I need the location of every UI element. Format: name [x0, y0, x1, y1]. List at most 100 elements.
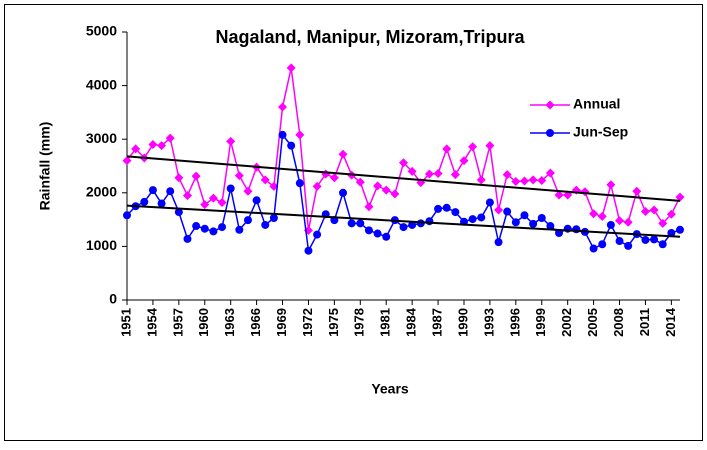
data-point [364, 202, 374, 212]
data-point [286, 63, 296, 73]
data-point [287, 141, 296, 150]
data-point [589, 209, 599, 219]
data-point [338, 149, 348, 159]
x-tick-label: 1993 [481, 308, 496, 337]
data-point [226, 136, 236, 146]
data-point [424, 169, 434, 179]
x-tick-label: 2005 [585, 308, 600, 337]
data-point [234, 171, 244, 181]
y-axis-label: Rainfall (mm) [37, 122, 53, 211]
data-point [476, 175, 486, 185]
x-tick-label: 1981 [378, 308, 393, 337]
data-point [519, 176, 529, 186]
data-point [157, 141, 167, 151]
data-point [459, 156, 469, 166]
data-point [632, 186, 642, 196]
x-tick-label: 2008 [611, 308, 626, 337]
data-point [209, 227, 218, 236]
data-point [477, 213, 486, 222]
data-point [537, 175, 547, 185]
data-point [261, 220, 270, 229]
legend-marker [546, 129, 554, 137]
data-point [554, 190, 564, 200]
x-tick-label: 1963 [222, 308, 237, 337]
data-point [485, 198, 494, 207]
data-point [182, 190, 192, 200]
data-point [658, 218, 668, 228]
data-point [485, 141, 495, 151]
data-point [373, 229, 382, 238]
data-point [304, 246, 313, 255]
legend-marker [545, 100, 555, 110]
data-point [312, 181, 322, 191]
data-point [123, 211, 131, 220]
x-tick-label: 1999 [533, 308, 548, 337]
x-tick-label: 2011 [637, 308, 652, 336]
data-point [148, 140, 158, 150]
data-point [131, 144, 141, 154]
data-point [433, 169, 443, 179]
data-point [295, 179, 304, 188]
data-point [503, 207, 512, 216]
x-tick-label: 1957 [170, 308, 185, 337]
data-point [278, 102, 288, 112]
x-tick-label: 1951 [118, 308, 133, 337]
x-tick-label: 2014 [663, 307, 678, 337]
y-tick-label: 3000 [86, 130, 117, 146]
data-point [364, 226, 373, 235]
y-tick-label: 2000 [86, 184, 117, 200]
data-point [511, 218, 520, 227]
chart-title: Nagaland, Manipur, Mizoram,Tripura [215, 27, 525, 47]
data-point [606, 220, 615, 229]
data-point [252, 196, 261, 205]
data-point [174, 208, 183, 217]
data-point [217, 197, 227, 207]
y-tick-label: 0 [109, 291, 117, 307]
data-point [598, 240, 607, 249]
x-tick-label: 1990 [455, 308, 470, 337]
data-point [615, 237, 624, 246]
data-point [676, 225, 684, 234]
x-tick-label: 1975 [326, 308, 341, 337]
data-point [597, 211, 607, 221]
data-point [623, 217, 633, 227]
data-point [589, 244, 598, 253]
data-point [546, 222, 555, 231]
data-point [528, 175, 538, 185]
data-point [243, 216, 252, 225]
x-tick-label: 1996 [507, 308, 522, 337]
data-point [675, 192, 685, 202]
data-point [140, 197, 149, 206]
x-tick-label: 1966 [248, 308, 263, 337]
data-point [355, 177, 365, 187]
data-point [313, 230, 322, 239]
data-point [192, 222, 201, 231]
x-tick-label: 2002 [559, 308, 574, 337]
data-point [373, 181, 383, 191]
data-point [468, 142, 478, 152]
y-tick-label: 4000 [86, 76, 117, 92]
data-point [295, 130, 305, 140]
x-tick-label: 1954 [144, 307, 159, 337]
data-point [399, 158, 408, 168]
data-point [339, 188, 348, 197]
data-point [416, 219, 425, 228]
x-tick-label: 1978 [352, 308, 367, 337]
data-point [243, 186, 253, 196]
trend-line [126, 155, 681, 202]
data-point [520, 211, 529, 220]
data-point [442, 144, 452, 154]
legend-label: Annual [573, 96, 620, 112]
data-point [269, 181, 279, 191]
data-point [537, 213, 546, 222]
data-point [235, 225, 244, 234]
data-point [468, 215, 477, 224]
data-point [200, 224, 209, 233]
data-point [381, 185, 391, 195]
data-point [407, 166, 417, 176]
y-tick-label: 1000 [86, 237, 117, 253]
data-point [208, 193, 218, 203]
data-point [382, 232, 391, 241]
data-point [667, 229, 676, 237]
